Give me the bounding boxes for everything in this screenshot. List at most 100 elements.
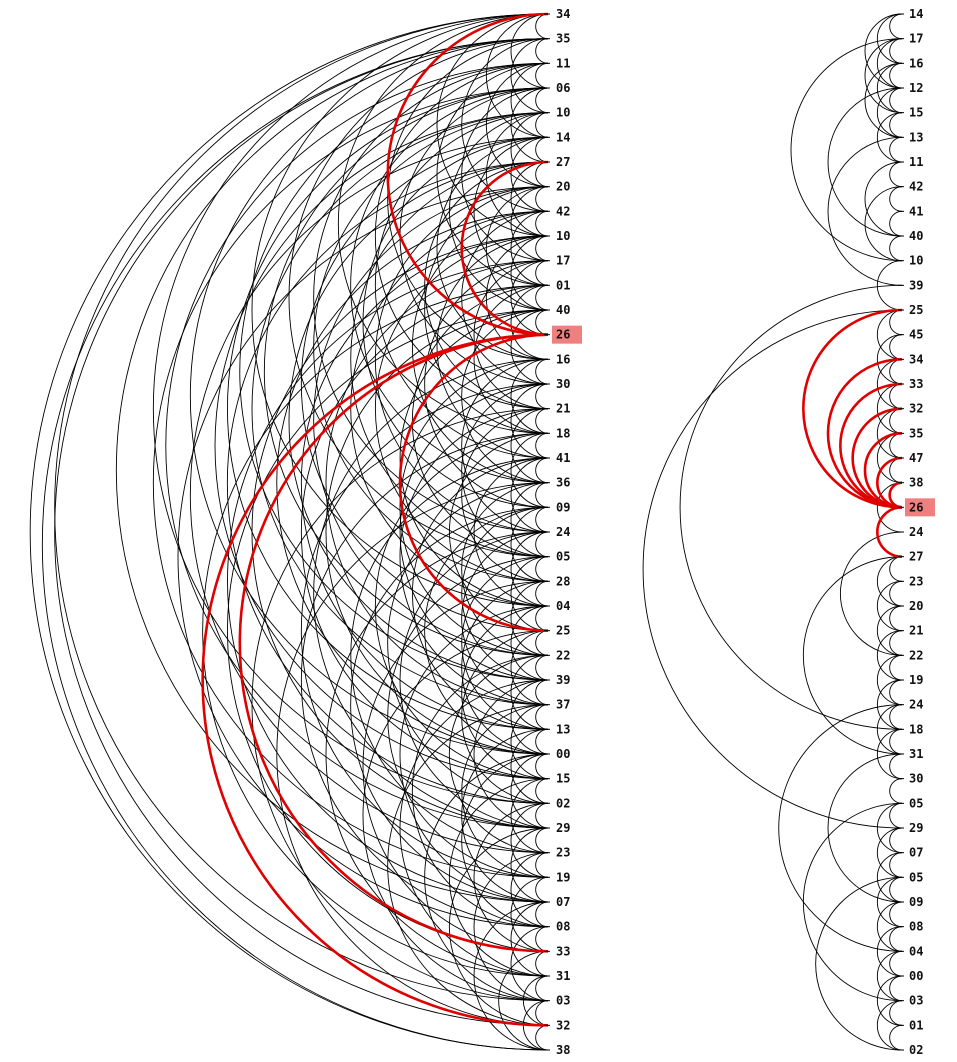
- left-edge-arc: [461, 704, 549, 878]
- left-edge-arc: [510, 827, 549, 903]
- right-edge-arc: [877, 13, 903, 64]
- left-edge-arc: [485, 62, 549, 188]
- right-node-label: 12: [909, 81, 923, 95]
- left-edge-arc: [535, 704, 549, 730]
- left-edge-arc: [461, 408, 549, 582]
- left-edge-arc: [535, 1000, 549, 1026]
- left-node-label: 18: [556, 426, 570, 440]
- left-edge-arc: [510, 482, 549, 558]
- left-edge-arc: [535, 408, 549, 434]
- left-edge-arc: [251, 112, 549, 706]
- left-edge-arc: [251, 13, 549, 607]
- right-edge-arc: [679, 284, 903, 730]
- left-edge-arc: [461, 605, 549, 780]
- left-node-label: 32: [556, 1018, 570, 1032]
- right-edge-arc: [877, 38, 903, 89]
- right-node-label: 41: [909, 204, 923, 218]
- right-edge-arc: [889, 802, 903, 829]
- left-edge-arc: [461, 87, 549, 262]
- left-edge-arc: [411, 210, 549, 484]
- left-node-label: 35: [556, 32, 570, 46]
- right-edge-arc: [877, 309, 903, 360]
- left-edge-arc: [510, 38, 549, 114]
- right-node-label: 04: [909, 944, 923, 958]
- left-node-labels: 34 35 11 06 10 14 27 20 42 10 17 01 40 26 16 30 21 18 41 36…: [544, 7, 582, 1057]
- left-edge-arc: [510, 506, 549, 582]
- right-edge-arc: [889, 580, 903, 607]
- right-node-label: 10: [909, 254, 923, 268]
- left-edge-arc: [461, 506, 549, 681]
- left-edge-arc: [486, 186, 549, 311]
- right-edge-arc: [889, 235, 903, 262]
- left-node-label: 26: [556, 328, 570, 342]
- left-node-label: 10: [556, 229, 570, 243]
- right-edge-arc: [876, 358, 903, 410]
- left-edge-arc: [325, 531, 549, 977]
- left-edge-arc: [436, 62, 549, 286]
- left-edge-arc: [535, 358, 549, 385]
- right-node-label: 08: [909, 920, 923, 934]
- left-edge-arc: [510, 408, 549, 484]
- right-edge-arc: [877, 556, 903, 607]
- right-edge-arc: [815, 876, 903, 1051]
- left-node-label: 28: [556, 574, 570, 588]
- left-edge-arc: [461, 728, 549, 903]
- right-node-label: 18: [909, 722, 923, 736]
- right-edge-arc: [889, 630, 903, 656]
- left-edge-arc: [325, 260, 549, 706]
- left-edge-arc: [535, 753, 549, 780]
- left-edge-arc: [165, 62, 549, 829]
- right-edge-arc: [803, 556, 903, 755]
- left-node-label: 22: [556, 648, 570, 662]
- right-edge-arc: [889, 13, 903, 40]
- right-node-label: 24: [909, 525, 923, 539]
- right-node-label: 27: [909, 550, 923, 564]
- right-node-label: 09: [909, 895, 923, 909]
- right-edge-arc: [889, 556, 903, 582]
- left-edge-arc: [473, 260, 549, 410]
- left-edge-arc: [535, 284, 549, 311]
- left-edge-arc: [535, 87, 549, 114]
- left-edge-arc: [510, 580, 549, 656]
- left-edge-arc: [375, 186, 549, 533]
- left-edge-arc: [399, 408, 549, 706]
- left-edge-arc: [424, 506, 549, 755]
- left-node-label: 31: [556, 969, 570, 983]
- right-node-label: 11: [909, 155, 923, 169]
- right-edge-arc: [877, 827, 903, 878]
- right-node-label: 39: [909, 278, 923, 292]
- left-node-label: 20: [556, 180, 570, 194]
- left-edge-arc: [510, 309, 549, 385]
- left-edge-arc: [535, 235, 549, 262]
- right-edge-arc: [889, 408, 903, 434]
- left-edge-arc: [535, 38, 549, 64]
- right-node-label: 31: [909, 747, 923, 761]
- right-edge-arc: [889, 1000, 903, 1026]
- left-edge-arc: [510, 802, 549, 878]
- left-edge-arc: [461, 210, 549, 385]
- left-edge-arc: [239, 62, 549, 681]
- right-edge-arc: [877, 926, 903, 977]
- right-edge-arc: [827, 87, 903, 237]
- left-node-label: 16: [556, 352, 570, 366]
- left-edge-arc: [535, 556, 549, 582]
- left-edge-arc: [436, 136, 549, 360]
- right-edge-arc: [877, 260, 903, 311]
- right-edge-arc: [889, 852, 903, 878]
- left-highlighted-edge-arc: [203, 335, 548, 1026]
- left-edge-arc: [461, 358, 549, 533]
- left-edge-arc: [202, 284, 549, 977]
- left-node-label: 29: [556, 821, 570, 835]
- right-edge-arc: [840, 531, 903, 656]
- right-node-label: 25: [909, 303, 923, 317]
- left-edge-arc: [498, 950, 549, 1051]
- left-node-label: 17: [556, 254, 570, 268]
- left-node-label: 27: [556, 155, 570, 169]
- left-edge-arc: [399, 679, 549, 977]
- left-node-label: 21: [556, 402, 570, 416]
- left-edge-arc: [473, 284, 549, 434]
- right-edge-arc: [877, 482, 903, 533]
- right-edge-arc: [877, 1000, 903, 1051]
- right-edge-arc: [876, 728, 903, 780]
